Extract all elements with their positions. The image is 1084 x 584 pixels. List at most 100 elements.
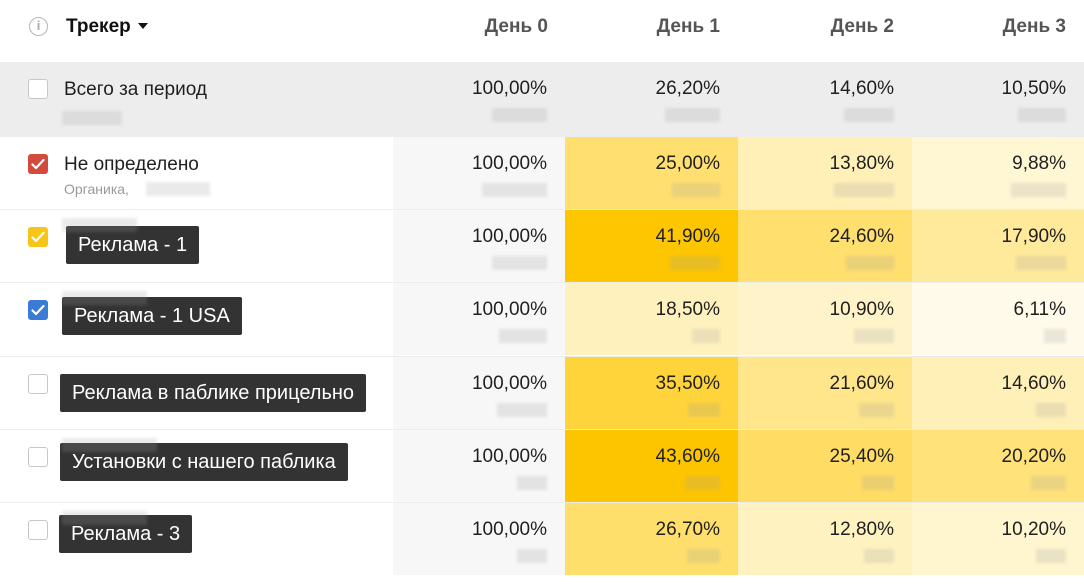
day-1-header: День 1 bbox=[656, 16, 720, 37]
table-header: i Трекер День 0 День 1 День 2 День 3 bbox=[0, 0, 1084, 62]
day-1-cell: 41,90% bbox=[565, 210, 738, 282]
day-2-cell: 25,40% bbox=[738, 430, 912, 502]
redacted-count bbox=[497, 403, 547, 417]
day-3-cell: 20,20% bbox=[912, 430, 1084, 502]
retention-value: 10,50% bbox=[1001, 78, 1066, 99]
redacted-count bbox=[685, 476, 720, 490]
day-0-cell: 100,00% bbox=[393, 137, 565, 209]
retention-value: 20,20% bbox=[1001, 446, 1066, 467]
day-1-cell: 26,20% bbox=[565, 62, 738, 136]
row-checkbox[interactable] bbox=[28, 374, 48, 394]
retention-value: 12,80% bbox=[829, 519, 894, 540]
retention-value: 25,00% bbox=[655, 153, 720, 174]
redacted-count bbox=[1018, 108, 1066, 122]
redacted-label bbox=[62, 438, 157, 452]
row-checkbox[interactable] bbox=[28, 447, 48, 467]
redacted-label bbox=[62, 111, 122, 125]
redacted-count bbox=[517, 549, 547, 563]
check-icon bbox=[31, 231, 45, 243]
retention-value: 9,88% bbox=[1012, 153, 1066, 174]
day-2-header: День 2 bbox=[830, 16, 894, 37]
redacted-count bbox=[687, 549, 720, 563]
retention-value: 25,40% bbox=[829, 446, 894, 467]
redacted-count bbox=[482, 183, 547, 197]
tracker-subname: Органика, bbox=[64, 181, 129, 197]
day-3-cell: 17,90% bbox=[912, 210, 1084, 282]
retention-value: 100,00% bbox=[471, 446, 547, 467]
retention-value: 100,00% bbox=[471, 373, 547, 394]
row-checkbox[interactable] bbox=[28, 154, 48, 174]
redacted-count bbox=[1036, 549, 1066, 563]
retention-value: 13,80% bbox=[829, 153, 894, 174]
redacted-count bbox=[854, 329, 894, 343]
tracker-name-tooltip: Реклама - 1 bbox=[66, 226, 200, 264]
day-2-cell: 13,80% bbox=[738, 137, 912, 209]
day-2-cell: 24,60% bbox=[738, 210, 912, 282]
retention-value: 24,60% bbox=[829, 226, 894, 247]
info-icon[interactable]: i bbox=[29, 17, 48, 36]
redacted-count bbox=[1031, 476, 1066, 490]
day-1-cell: 25,00% bbox=[565, 137, 738, 209]
day-3-cell: 9,88% bbox=[912, 137, 1084, 209]
tracker-name-tooltip: Реклама - 3 bbox=[59, 515, 193, 553]
redacted-count bbox=[517, 476, 547, 490]
day-0-cell: 100,00% bbox=[393, 503, 565, 575]
row-checkbox[interactable] bbox=[28, 300, 48, 320]
retention-value: 26,70% bbox=[655, 519, 720, 540]
table-row: 100,00% 18,50% 10,90% 6,11% Реклама - 1 USA bbox=[0, 282, 1084, 355]
day-3-cell: 6,11% bbox=[912, 283, 1084, 355]
day-0-cell: 100,00% bbox=[393, 357, 565, 429]
day-1-cell: 26,70% bbox=[565, 503, 738, 575]
retention-value: 14,60% bbox=[1001, 373, 1066, 394]
retention-value: 6,11% bbox=[1013, 299, 1066, 320]
check-icon bbox=[31, 304, 45, 316]
day-3-cell: 10,50% bbox=[912, 62, 1084, 136]
tracker-column-header[interactable]: Трекер bbox=[66, 16, 148, 38]
retention-value: 43,60% bbox=[655, 446, 720, 467]
retention-value: 17,90% bbox=[1001, 226, 1066, 247]
retention-value: 18,50% bbox=[655, 299, 720, 320]
day-1-cell: 43,60% bbox=[565, 430, 738, 502]
day-2-cell: 14,60% bbox=[738, 62, 912, 136]
redacted-count bbox=[862, 476, 894, 490]
tracker-label: Трекер bbox=[66, 16, 131, 37]
table-row: 100,00% 35,50% 21,60% 14,60% Реклама в пабли… bbox=[0, 356, 1084, 429]
redacted-count bbox=[499, 329, 547, 343]
retention-value: 26,20% bbox=[655, 78, 720, 99]
tracker-name-tooltip: Реклама - 1 USA bbox=[62, 297, 242, 335]
day-1-cell: 18,50% bbox=[565, 283, 738, 355]
row-checkbox[interactable] bbox=[28, 79, 48, 99]
retention-value: 10,20% bbox=[1001, 519, 1066, 540]
day-1-cell: 35,50% bbox=[565, 357, 738, 429]
tracker-name: Не определено bbox=[64, 154, 199, 175]
retention-value: 100,00% bbox=[471, 299, 547, 320]
redacted-label bbox=[62, 511, 147, 525]
table-row: 100,00% 43,60% 25,40% 20,20% Установки с наш… bbox=[0, 429, 1084, 502]
tracker-name-tooltip: Реклама в паблике прицельно bbox=[60, 374, 367, 412]
tracker-name: Всего за период bbox=[64, 79, 207, 100]
redacted-count bbox=[1036, 403, 1066, 417]
retention-value: 14,60% bbox=[829, 78, 894, 99]
chevron-down-icon bbox=[137, 23, 148, 29]
day-3-cell: 10,20% bbox=[912, 503, 1084, 575]
redacted-count bbox=[844, 108, 894, 122]
redacted-count bbox=[859, 403, 894, 417]
day-2-cell: 21,60% bbox=[738, 357, 912, 429]
day-0-cell: 100,00% bbox=[393, 430, 565, 502]
day-3-header: День 3 bbox=[1002, 16, 1066, 37]
table-row: 100,00% 41,90% 24,60% 17,90% Реклама - 1 bbox=[0, 209, 1084, 282]
redacted-count bbox=[492, 256, 547, 270]
retention-value: 35,50% bbox=[655, 373, 720, 394]
redacted-count bbox=[1044, 329, 1066, 343]
redacted-count bbox=[834, 183, 894, 197]
redacted-count bbox=[692, 329, 720, 343]
retention-value: 10,90% bbox=[829, 299, 894, 320]
day-3-cell: 14,60% bbox=[912, 357, 1084, 429]
row-checkbox[interactable] bbox=[28, 520, 48, 540]
day-2-cell: 12,80% bbox=[738, 503, 912, 575]
tracker-name-tooltip: Установки с нашего паблика bbox=[60, 443, 348, 481]
row-checkbox[interactable] bbox=[28, 227, 48, 247]
redacted-label bbox=[62, 218, 137, 232]
redacted-count bbox=[846, 256, 894, 270]
redacted-subname bbox=[146, 182, 210, 196]
